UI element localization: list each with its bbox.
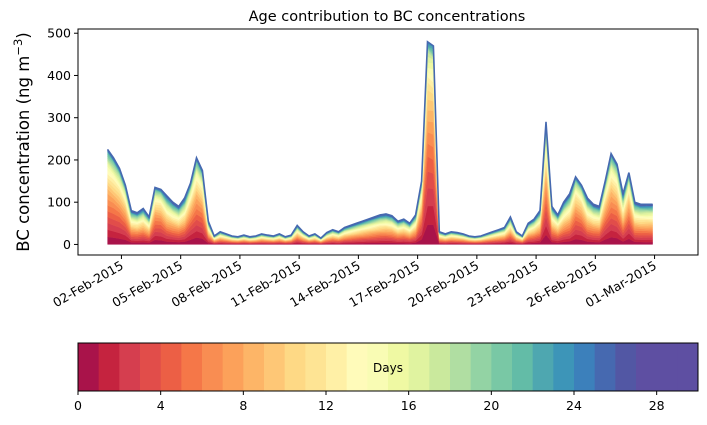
colorbar-segment (367, 343, 389, 391)
colorbar-tick-label: 8 (239, 398, 247, 413)
plot-frame (77, 28, 699, 256)
colorbar-segment (284, 343, 306, 391)
y-tick-label: 400 (47, 68, 71, 83)
colorbar-segment (553, 343, 575, 391)
colorbar-segment (532, 343, 554, 391)
colorbar-segment (140, 343, 162, 391)
y-tick-label: 500 (47, 26, 71, 41)
colorbar-tick-label: 28 (649, 398, 665, 413)
colorbar-segment (594, 343, 616, 391)
colorbar-tick-label: 4 (157, 398, 165, 413)
colorbar-segment (574, 343, 596, 391)
colorbar-segment (656, 343, 678, 391)
y-axis: 0 100 200 300 400 500 (47, 26, 78, 252)
colorbar-segment (677, 343, 699, 391)
y-tick-label: 300 (47, 110, 71, 125)
colorbar-label: Days (373, 361, 403, 375)
y-tick-label: 100 (47, 195, 71, 210)
colorbar-segment (160, 343, 182, 391)
colorbar-segment (243, 343, 265, 391)
colorbar-segment (78, 343, 100, 391)
colorbar-segment (429, 343, 451, 391)
total-concentration-line (106, 40, 653, 240)
y-axis-label-main: BC concentration (ng m (14, 56, 33, 252)
y-axis-label-end: ) (14, 32, 33, 38)
y-axis-label: BC concentration (ng m−3) (11, 32, 33, 251)
colorbar-ticks: 0 4 8 12 16 20 24 28 (74, 391, 665, 413)
colorbar-segment (470, 343, 492, 391)
y-tick-label: 0 (63, 237, 71, 252)
colorbar-segment (202, 343, 224, 391)
colorbar-tick-label: 16 (401, 398, 417, 413)
colorbar-segment (264, 343, 286, 391)
y-tick-label: 200 (47, 152, 71, 167)
colorbar-tick-label: 0 (74, 398, 82, 413)
colorbar-segment (305, 343, 327, 391)
stacked-area-bands (106, 40, 653, 245)
colorbar-segment (408, 343, 430, 391)
colorbar-segment (512, 343, 534, 391)
colorbar-segment (326, 343, 348, 391)
colorbar-segment (346, 343, 368, 391)
colorbar-tick-label: 12 (318, 398, 334, 413)
colorbar-segment (222, 343, 244, 391)
colorbar-segment (98, 343, 120, 391)
colorbar-segment (181, 343, 203, 391)
chart-title: Age contribution to BC concentrations (249, 9, 526, 25)
colorbar-segment (615, 343, 637, 391)
colorbar-segment (636, 343, 658, 391)
y-axis-label-superscript: −3 (11, 39, 25, 56)
colorbar-segment (119, 343, 141, 391)
colorbar-tick-label: 20 (483, 398, 499, 413)
colorbar-frame (77, 342, 699, 392)
colorbar-segment (491, 343, 513, 391)
x-axis: 02-Feb-201505-Feb-201508-Feb-201511-Feb-… (50, 255, 659, 310)
colorbar-segment (450, 343, 472, 391)
colorbar (78, 343, 699, 391)
colorbar-tick-label: 24 (566, 398, 582, 413)
colorbar-segment (388, 343, 410, 391)
